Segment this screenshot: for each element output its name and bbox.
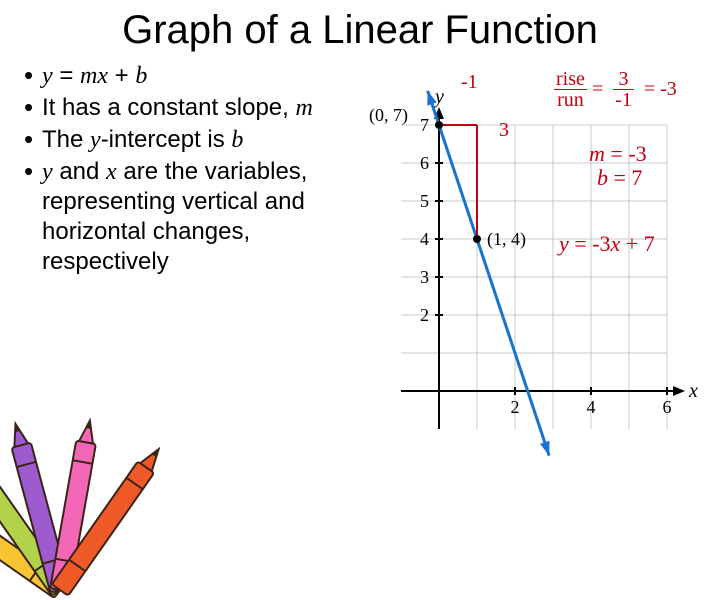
svg-text:4: 4 — [420, 229, 429, 249]
rise-step-label: 3 — [499, 119, 509, 142]
linear-graph: y x 2 3 4 5 6 7 2 4 6 (0, 7) (1, 4) — [359, 61, 709, 481]
page-title: Graph of a Linear Function — [0, 0, 720, 53]
svg-text:2: 2 — [420, 305, 429, 325]
svg-text:x: x — [688, 380, 698, 402]
equation-annotation: y = -3x + 7 — [559, 231, 655, 257]
svg-text:6: 6 — [420, 153, 429, 173]
slope-result: -3 — [660, 78, 677, 100]
run-word: run — [554, 90, 587, 110]
frac-den: -1 — [613, 90, 634, 110]
b-annotation: b = 7 — [597, 165, 642, 191]
svg-text:(0, 7): (0, 7) — [369, 105, 408, 126]
list-item: The y-intercept is b — [20, 125, 359, 155]
svg-text:y: y — [433, 86, 444, 108]
rise-word: rise — [554, 69, 587, 90]
svg-text:7: 7 — [420, 115, 429, 135]
frac-num: 3 — [613, 69, 634, 90]
list-item: y and x are the variables, representing … — [20, 157, 359, 277]
svg-text:2: 2 — [511, 397, 520, 417]
svg-text:(1, 4): (1, 4) — [487, 229, 526, 250]
content-row: y = mx + b It has a constant slope, m Th… — [0, 53, 720, 279]
svg-text:5: 5 — [420, 191, 429, 211]
svg-text:6: 6 — [663, 397, 672, 417]
svg-text:3: 3 — [420, 267, 429, 287]
crayons-decoration — [0, 380, 160, 600]
m-annotation: m = -3 — [589, 141, 647, 167]
chart-panel: yx234567246(0, 7)(1, 4) -1 3 rise run = … — [359, 61, 708, 279]
list-item: It has a constant slope, m — [20, 93, 359, 123]
bullet-list: y = mx + b It has a constant slope, m Th… — [20, 61, 359, 279]
list-item: y = mx + b — [20, 61, 359, 91]
svg-text:4: 4 — [587, 397, 596, 417]
run-step-label: -1 — [461, 71, 478, 94]
slope-fraction: rise run = 3 -1 = -3 — [554, 69, 677, 110]
